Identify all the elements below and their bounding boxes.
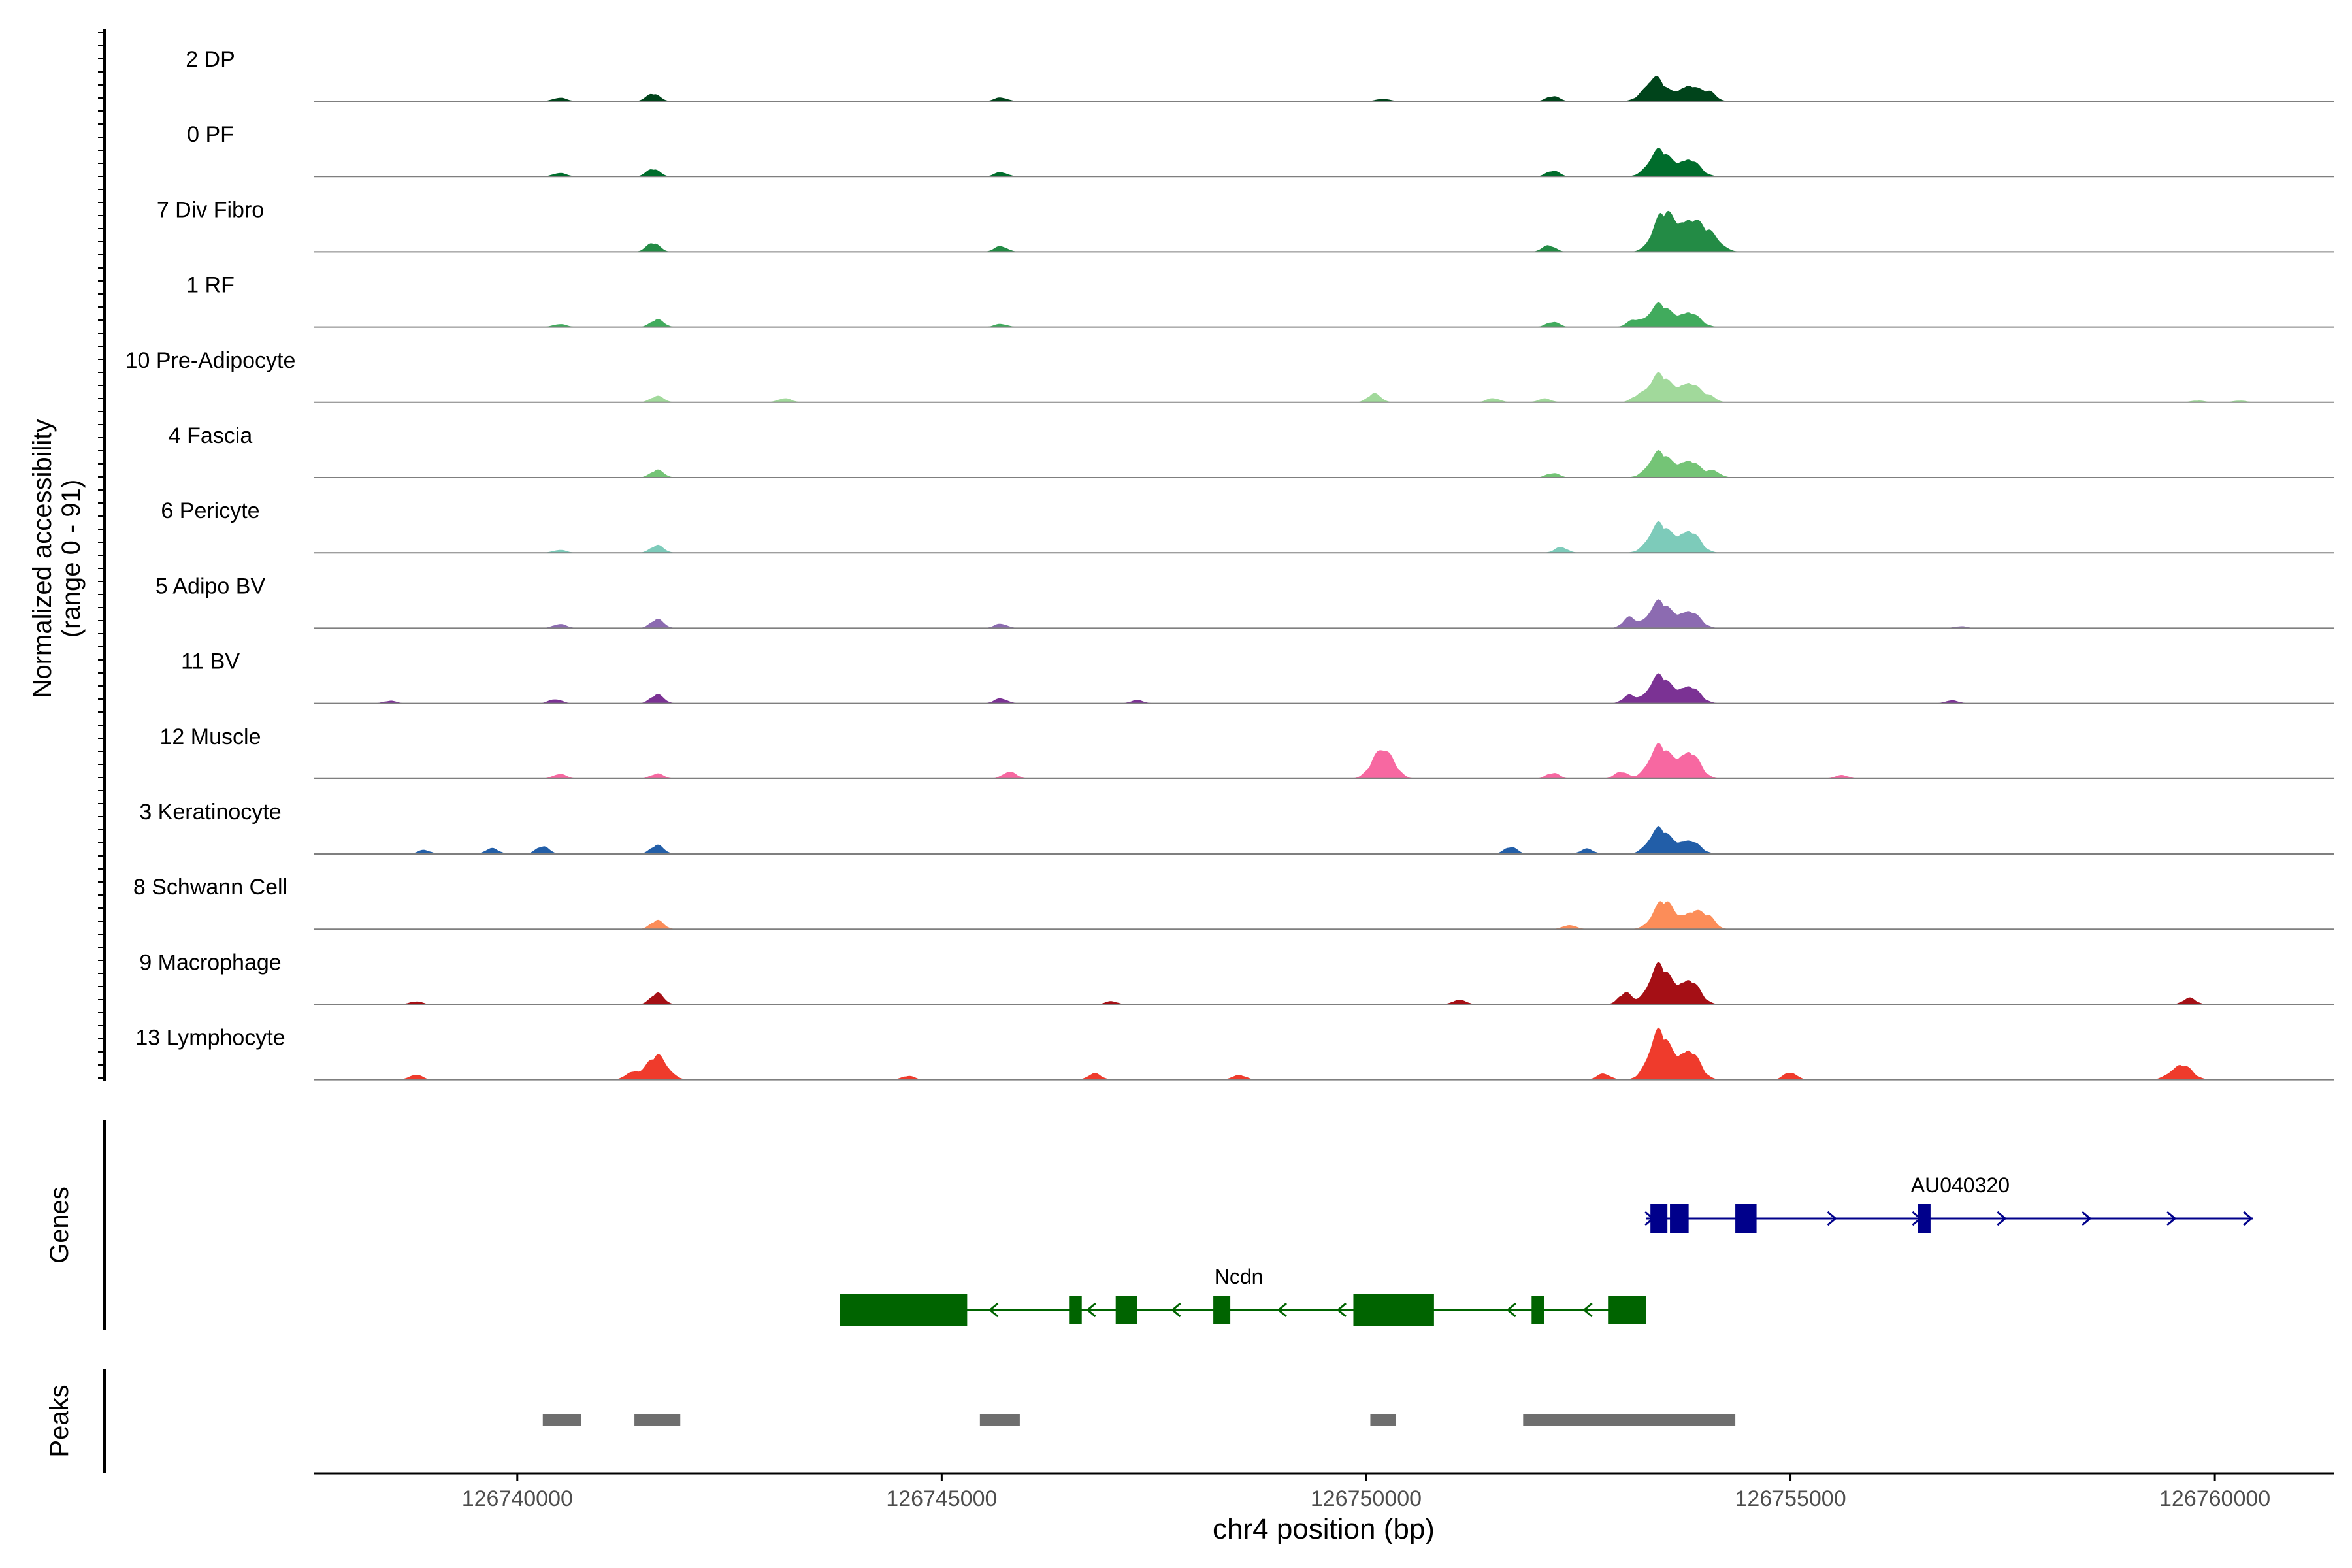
coverage-area	[314, 962, 2334, 1005]
strand-arrow	[988, 1302, 999, 1318]
peaks-panel	[542, 1414, 1736, 1426]
gene-label: AU040320	[1911, 1173, 2010, 1197]
x-axis: chr4 position (bp) 126740000 126745000 126…	[314, 1472, 2334, 1545]
track-5: 4 Fascia	[169, 423, 2334, 478]
coverage-tracks: 2 DP 0 PF 7 Div Fibro 1 RF 10 Pre-Adipocyte 4…	[125, 47, 2334, 1081]
strand-arrow	[1086, 1302, 1096, 1318]
coverage-area	[314, 743, 2334, 779]
track-label: 10 Pre-Adipocyte	[125, 348, 296, 373]
peak-region	[542, 1414, 581, 1426]
exon	[1531, 1296, 1544, 1324]
track-13: 13 Lymphocyte	[135, 1026, 2334, 1081]
track-3: 1 RF	[186, 273, 2334, 328]
exon	[1213, 1296, 1231, 1324]
ylabel-sub: (range 0 - 91)	[57, 480, 86, 638]
exon	[1069, 1296, 1082, 1324]
exon	[1115, 1296, 1137, 1324]
track-4: 10 Pre-Adipocyte	[125, 348, 2334, 403]
track-label: 5 Adipo BV	[155, 574, 266, 598]
track-0: 2 DP	[186, 47, 2334, 102]
track-label: 6 Pericyte	[161, 498, 259, 523]
track-10: 3 Keratinocyte	[139, 800, 2334, 855]
exon	[1670, 1204, 1689, 1233]
strand-arrow	[1277, 1302, 1288, 1318]
x-tick-label: 126740000	[462, 1486, 573, 1511]
track-2: 7 Div Fibro	[157, 197, 2334, 253]
track-label: 4 Fascia	[169, 423, 253, 448]
coverage-axis-ticks	[98, 32, 105, 1079]
coverage-area	[314, 372, 2334, 402]
left-axes: Normalized accessibility (range 0 - 91) …	[28, 29, 106, 1473]
track-6: 6 Pericyte	[161, 498, 2334, 554]
coverage-area	[314, 449, 2334, 478]
coverage-area	[314, 1027, 2334, 1080]
track-label: 12 Muscle	[160, 725, 261, 749]
peak-region	[1370, 1414, 1396, 1426]
gene-label: Ncdn	[1215, 1265, 1264, 1288]
track-12: 9 Macrophage	[139, 950, 2334, 1005]
track-1: 0 PF	[187, 122, 2334, 178]
track-label: 11 BV	[181, 649, 240, 674]
coverage-area	[314, 599, 2334, 629]
peaks-panel-label: Peaks	[45, 1384, 74, 1457]
peak-region	[1523, 1414, 1736, 1426]
track-label: 0 PF	[187, 122, 234, 147]
track-8: 11 BV	[181, 649, 2334, 704]
track-label: 1 RF	[186, 273, 235, 298]
strand-arrow	[1912, 1211, 1922, 1226]
track-label: 9 Macrophage	[139, 950, 281, 975]
peak-region	[979, 1414, 1020, 1426]
gene-AU040320: AU040320	[1644, 1173, 2253, 1233]
exon	[1918, 1204, 1931, 1233]
coverage-area	[314, 302, 2334, 327]
coverage-area	[314, 148, 2334, 177]
x-axis-title: chr4 position (bp)	[1213, 1513, 1435, 1545]
peak-region	[634, 1414, 681, 1426]
coverage-area	[314, 673, 2334, 704]
coverage-area	[314, 901, 2334, 930]
track-9: 12 Muscle	[160, 725, 2334, 779]
genes-panel-label: Genes	[45, 1186, 74, 1264]
track-label: 13 Lymphocyte	[135, 1026, 285, 1051]
exon	[840, 1294, 968, 1326]
genes-panel: AU040320 Ncdn	[840, 1173, 2253, 1326]
ylabel: Normalized accessibility	[28, 419, 57, 698]
exon	[1608, 1296, 1646, 1324]
track-11: 8 Schwann Cell	[133, 875, 2334, 930]
gene-Ncdn: Ncdn	[840, 1265, 1646, 1326]
strand-arrow	[1644, 1211, 1655, 1226]
track-7: 5 Adipo BV	[155, 574, 2334, 629]
x-tick-label: 126750000	[1311, 1486, 1422, 1511]
track-label: 8 Schwann Cell	[133, 875, 287, 900]
strand-arrow	[1827, 1211, 1837, 1226]
coverage-area	[314, 76, 2334, 101]
strand-arrow	[1506, 1302, 1516, 1318]
track-label: 3 Keratinocyte	[139, 800, 281, 825]
strand-arrow	[1582, 1302, 1593, 1318]
strand-arrow	[2082, 1211, 2092, 1226]
x-tick-label: 126755000	[1735, 1486, 1846, 1511]
strand-arrow	[2166, 1211, 2177, 1226]
track-label: 2 DP	[186, 47, 235, 72]
x-tick-label: 126760000	[2159, 1486, 2270, 1511]
strand-arrow	[1997, 1211, 2007, 1226]
coverage-area	[314, 826, 2334, 854]
exon	[1353, 1294, 1434, 1326]
strand-arrow	[1336, 1302, 1347, 1318]
track-label: 7 Div Fibro	[157, 197, 264, 222]
strand-arrow	[2243, 1211, 2253, 1226]
coverage-area	[314, 521, 2334, 553]
exon	[1735, 1204, 1757, 1233]
strand-arrow	[1171, 1302, 1181, 1318]
coverage-area	[314, 210, 2334, 252]
x-tick-label: 126745000	[886, 1486, 997, 1511]
